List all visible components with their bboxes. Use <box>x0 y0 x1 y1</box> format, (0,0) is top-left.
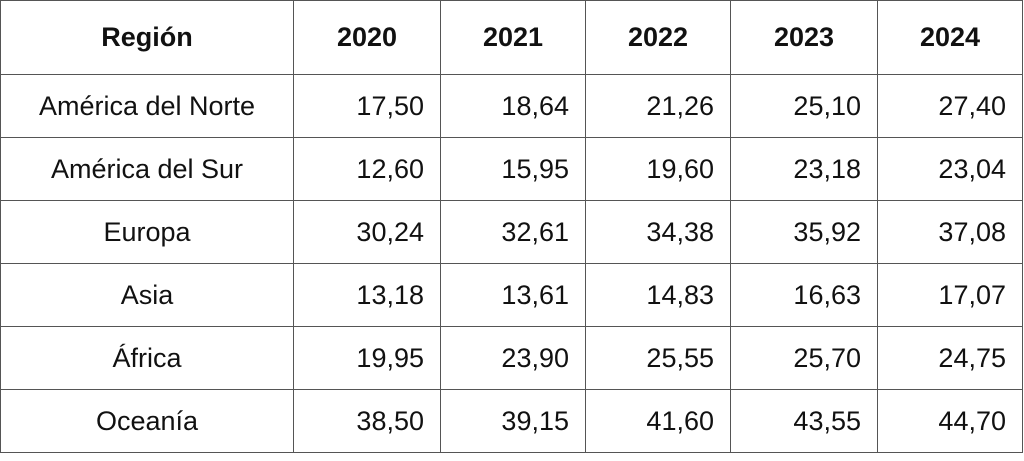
value-cell: 38,50 <box>293 389 441 453</box>
value-cell: 24,75 <box>877 326 1023 390</box>
value-cell: 13,61 <box>440 263 586 327</box>
region-cell: Oceanía <box>0 389 294 453</box>
value-cell: 19,60 <box>585 137 731 201</box>
value-cell: 25,70 <box>730 326 878 390</box>
header-row: Región 2020 2021 2022 2023 2024 <box>0 0 1023 75</box>
table-row: Asia 13,18 13,61 14,83 16,63 17,07 <box>0 263 1023 327</box>
header-cell: 2024 <box>877 0 1023 75</box>
region-cell: Asia <box>0 263 294 327</box>
value-cell: 12,60 <box>293 137 441 201</box>
value-cell: 41,60 <box>585 389 731 453</box>
table-row: Oceanía 38,50 39,15 41,60 43,55 44,70 <box>0 389 1023 453</box>
table-body: América del Norte 17,50 18,64 21,26 25,10 27,… <box>0 74 1023 453</box>
header-cell: 2022 <box>585 0 731 75</box>
value-cell: 23,04 <box>877 137 1023 201</box>
table-row: América del Norte 17,50 18,64 21,26 25,10 27,… <box>0 74 1023 138</box>
value-cell: 21,26 <box>585 74 731 138</box>
header-cell: Región <box>0 0 294 75</box>
table-row: América del Sur 12,60 15,95 19,60 23,18 23,04 <box>0 137 1023 201</box>
value-cell: 25,55 <box>585 326 731 390</box>
value-cell: 18,64 <box>440 74 586 138</box>
region-cell: América del Sur <box>0 137 294 201</box>
value-cell: 44,70 <box>877 389 1023 453</box>
value-cell: 16,63 <box>730 263 878 327</box>
value-cell: 34,38 <box>585 200 731 264</box>
value-cell: 39,15 <box>440 389 586 453</box>
value-cell: 23,90 <box>440 326 586 390</box>
value-cell: 17,07 <box>877 263 1023 327</box>
value-cell: 14,83 <box>585 263 731 327</box>
value-cell: 17,50 <box>293 74 441 138</box>
region-cell: Europa <box>0 200 294 264</box>
value-cell: 15,95 <box>440 137 586 201</box>
table-row: Europa 30,24 32,61 34,38 35,92 37,08 <box>0 200 1023 264</box>
header-cell: 2020 <box>293 0 441 75</box>
value-cell: 13,18 <box>293 263 441 327</box>
value-cell: 35,92 <box>730 200 878 264</box>
region-cell: África <box>0 326 294 390</box>
value-cell: 43,55 <box>730 389 878 453</box>
header-cell: 2021 <box>440 0 586 75</box>
value-cell: 25,10 <box>730 74 878 138</box>
region-cell: América del Norte <box>0 74 294 138</box>
table-row: África 19,95 23,90 25,55 25,70 24,75 <box>0 326 1023 390</box>
value-cell: 27,40 <box>877 74 1023 138</box>
value-cell: 19,95 <box>293 326 441 390</box>
value-cell: 30,24 <box>293 200 441 264</box>
value-cell: 23,18 <box>730 137 878 201</box>
value-cell: 37,08 <box>877 200 1023 264</box>
value-cell: 32,61 <box>440 200 586 264</box>
header-cell: 2023 <box>730 0 878 75</box>
